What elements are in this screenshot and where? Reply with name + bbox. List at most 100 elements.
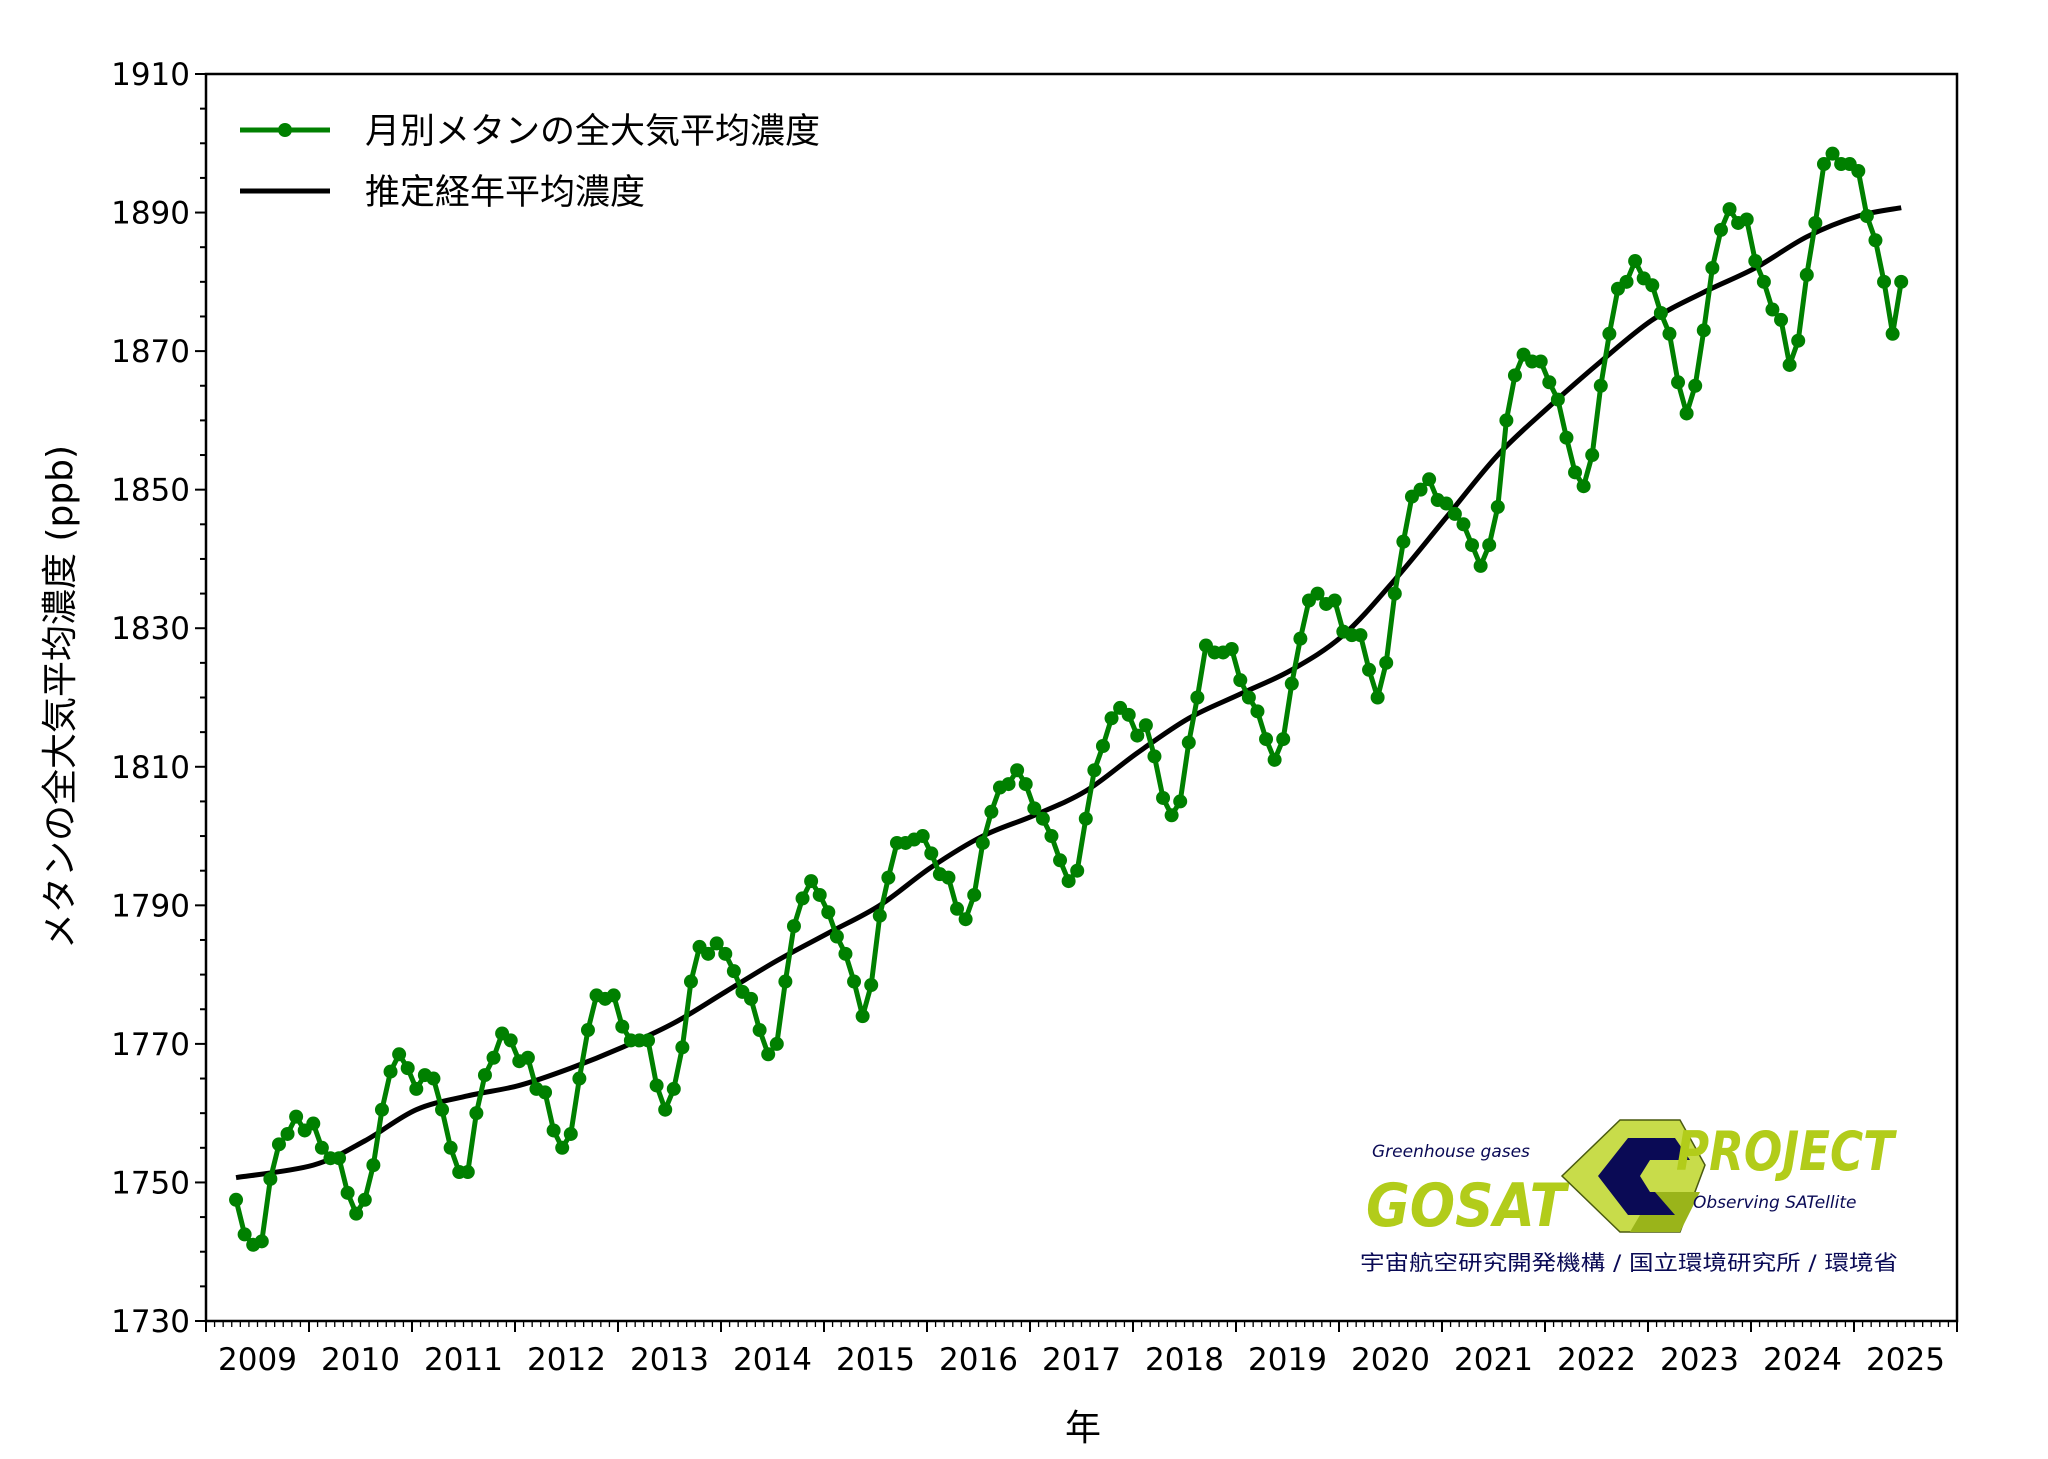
x-tick-label: 2011 bbox=[424, 1342, 503, 1378]
monthly-point bbox=[1447, 506, 1462, 521]
monthly-point bbox=[1748, 254, 1763, 269]
monthly-point bbox=[1808, 215, 1823, 230]
monthly-point bbox=[1851, 163, 1866, 178]
x-tick-label: 2009 bbox=[218, 1342, 297, 1378]
monthly-point bbox=[795, 891, 810, 906]
monthly-point bbox=[1027, 801, 1042, 816]
monthly-point bbox=[1756, 274, 1771, 289]
monthly-point bbox=[271, 1137, 286, 1152]
monthly-point bbox=[1190, 690, 1205, 705]
monthly-point bbox=[1156, 790, 1171, 805]
monthly-point bbox=[538, 1085, 553, 1100]
monthly-point bbox=[1559, 430, 1574, 445]
monthly-point bbox=[1095, 738, 1110, 753]
trend-series bbox=[235, 205, 1902, 1181]
monthly-point bbox=[1147, 749, 1162, 764]
monthly-point bbox=[967, 887, 982, 902]
monthly-point bbox=[1653, 306, 1668, 321]
monthly-point bbox=[1688, 378, 1703, 393]
monthly-point bbox=[1070, 863, 1085, 878]
monthly-point bbox=[1370, 690, 1385, 705]
x-tick-label: 2021 bbox=[1454, 1342, 1533, 1378]
monthly-point bbox=[838, 946, 853, 961]
logo-project-text: PROJECT bbox=[1676, 1120, 1897, 1183]
monthly-point bbox=[383, 1064, 398, 1079]
monthly-point bbox=[1241, 690, 1256, 705]
monthly-point bbox=[443, 1140, 458, 1155]
credits-text: 宇宙航空研究開発機構 / 国立環境研究所 / 環境省 bbox=[1360, 1251, 1898, 1275]
monthly-point bbox=[1121, 707, 1136, 722]
monthly-point bbox=[752, 1023, 767, 1038]
y-tick-label: 1790 bbox=[111, 888, 190, 924]
monthly-point bbox=[374, 1102, 389, 1117]
monthly-point bbox=[1765, 302, 1780, 317]
monthly-point bbox=[1456, 517, 1471, 532]
monthly-point bbox=[726, 964, 741, 979]
y-tick-label: 1850 bbox=[111, 473, 190, 509]
monthly-point bbox=[641, 1033, 656, 1048]
monthly-point bbox=[1010, 763, 1025, 778]
monthly-point bbox=[615, 1019, 630, 1034]
monthly-point bbox=[649, 1078, 664, 1093]
monthly-point bbox=[958, 912, 973, 927]
x-axis-label: 年 bbox=[1065, 1408, 1101, 1449]
monthly-point bbox=[1173, 794, 1188, 809]
monthly-point bbox=[1482, 538, 1497, 553]
monthly-point bbox=[1061, 874, 1076, 889]
monthly-point bbox=[1585, 448, 1600, 463]
monthly-point bbox=[1078, 811, 1093, 826]
monthly-point bbox=[915, 829, 930, 844]
x-tick-label: 2025 bbox=[1866, 1342, 1945, 1378]
x-tick-label: 2017 bbox=[1042, 1342, 1121, 1378]
monthly-point bbox=[1774, 312, 1789, 327]
monthly-point bbox=[349, 1206, 364, 1221]
y-tick-label: 1730 bbox=[111, 1304, 190, 1340]
monthly-point bbox=[1224, 642, 1239, 657]
x-tick-label: 2023 bbox=[1660, 1342, 1739, 1378]
monthly-point bbox=[683, 974, 698, 989]
y-tick-label: 1810 bbox=[111, 750, 190, 786]
monthly-point bbox=[1859, 209, 1874, 224]
monthly-point bbox=[1671, 375, 1686, 390]
monthly-point bbox=[1164, 808, 1179, 823]
monthly-point bbox=[1413, 482, 1428, 497]
monthly-point bbox=[1645, 278, 1660, 293]
monthly-point bbox=[503, 1033, 518, 1048]
x-tick-label: 2013 bbox=[630, 1342, 709, 1378]
monthly-point bbox=[847, 974, 862, 989]
monthly-point bbox=[280, 1126, 295, 1141]
monthly-point bbox=[1233, 673, 1248, 688]
monthly-point bbox=[1816, 157, 1831, 172]
monthly-point bbox=[400, 1061, 415, 1076]
monthly-point bbox=[924, 846, 939, 861]
monthly-point bbox=[1568, 465, 1583, 480]
monthly-point bbox=[829, 929, 844, 944]
monthly-point bbox=[426, 1071, 441, 1086]
monthly-point bbox=[606, 988, 621, 1003]
monthly-point bbox=[1353, 628, 1368, 643]
monthly-point bbox=[1679, 406, 1694, 421]
monthly-point bbox=[744, 991, 759, 1006]
monthly-point bbox=[254, 1234, 269, 1249]
monthly-point bbox=[1387, 586, 1402, 601]
x-tick-label: 2010 bbox=[321, 1342, 400, 1378]
y-tick-label: 1750 bbox=[111, 1165, 190, 1201]
y-tick-label: 1890 bbox=[111, 196, 190, 232]
monthly-point bbox=[1396, 534, 1411, 549]
monthly-point bbox=[804, 874, 819, 889]
monthly-point bbox=[409, 1081, 424, 1096]
monthly-point bbox=[1507, 368, 1522, 383]
x-tick-label: 2016 bbox=[939, 1342, 1018, 1378]
monthly-point bbox=[563, 1126, 578, 1141]
monthly-point bbox=[357, 1192, 372, 1207]
monthly-point bbox=[1276, 732, 1291, 747]
monthly-point bbox=[975, 835, 990, 850]
logo-cube-icon bbox=[1560, 1119, 1706, 1233]
monthly-point bbox=[1662, 326, 1677, 341]
trend-line bbox=[235, 205, 1902, 1181]
monthly-point bbox=[572, 1071, 587, 1086]
monthly-point bbox=[1327, 593, 1342, 608]
x-tick-label: 2020 bbox=[1351, 1342, 1430, 1378]
monthly-point bbox=[778, 974, 793, 989]
monthly-point bbox=[435, 1102, 450, 1117]
